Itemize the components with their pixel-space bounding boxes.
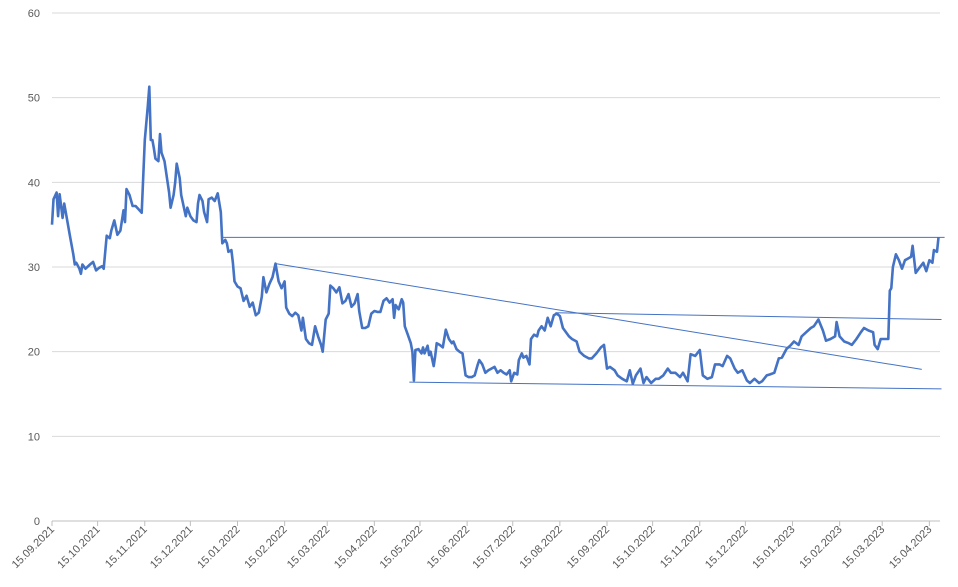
y-tick-label: 50 <box>28 93 40 105</box>
trendline <box>409 381 942 390</box>
data-line <box>50 85 940 386</box>
x-tick-label: 15.01.2023 <box>750 524 797 571</box>
x-tick-label: 15.11.2021 <box>103 524 150 571</box>
y-tick-label: 40 <box>28 177 40 189</box>
x-tick-label: 15.11.2022 <box>658 524 705 571</box>
y-tick-label: 20 <box>28 347 40 359</box>
x-tick-label: 15.09.2022 <box>565 524 612 571</box>
x-tick-label: 15.02.2022 <box>242 524 289 571</box>
x-tick-label: 15.06.2022 <box>425 524 472 571</box>
y-tick-label: 10 <box>28 431 40 443</box>
y-tick-label: 60 <box>28 8 40 20</box>
x-tick-label: 15.08.2022 <box>518 524 565 571</box>
y-tick-label: 0 <box>34 516 40 528</box>
x-tick-label: 15.10.2021 <box>55 524 102 571</box>
x-tick-label: 15.05.2022 <box>378 524 425 571</box>
x-tick-label: 15.10.2022 <box>610 524 657 571</box>
trendline <box>555 312 942 320</box>
y-tick-label: 30 <box>28 262 40 274</box>
x-tick-label: 15.04.2023 <box>887 524 934 571</box>
x-tick-label: 15.03.2023 <box>840 524 887 571</box>
x-tick-label: 15.02.2023 <box>797 524 844 571</box>
x-tick-label: 15.03.2022 <box>285 524 332 571</box>
x-tick-label: 15.12.2021 <box>148 524 195 571</box>
x-tick-label: 15.01.2022 <box>195 524 242 571</box>
x-tick-label: 15.04.2022 <box>332 524 379 571</box>
trendline <box>275 263 922 370</box>
x-tick-label: 15.07.2022 <box>470 524 517 571</box>
x-tick-label: 15.09.2021 <box>10 524 57 571</box>
x-tick-label: 15.12.2022 <box>703 524 750 571</box>
